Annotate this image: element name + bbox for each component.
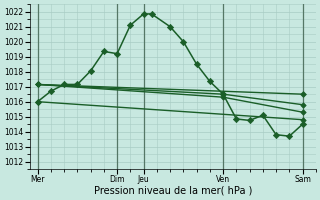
X-axis label: Pression niveau de la mer( hPa ): Pression niveau de la mer( hPa ) (93, 186, 252, 196)
